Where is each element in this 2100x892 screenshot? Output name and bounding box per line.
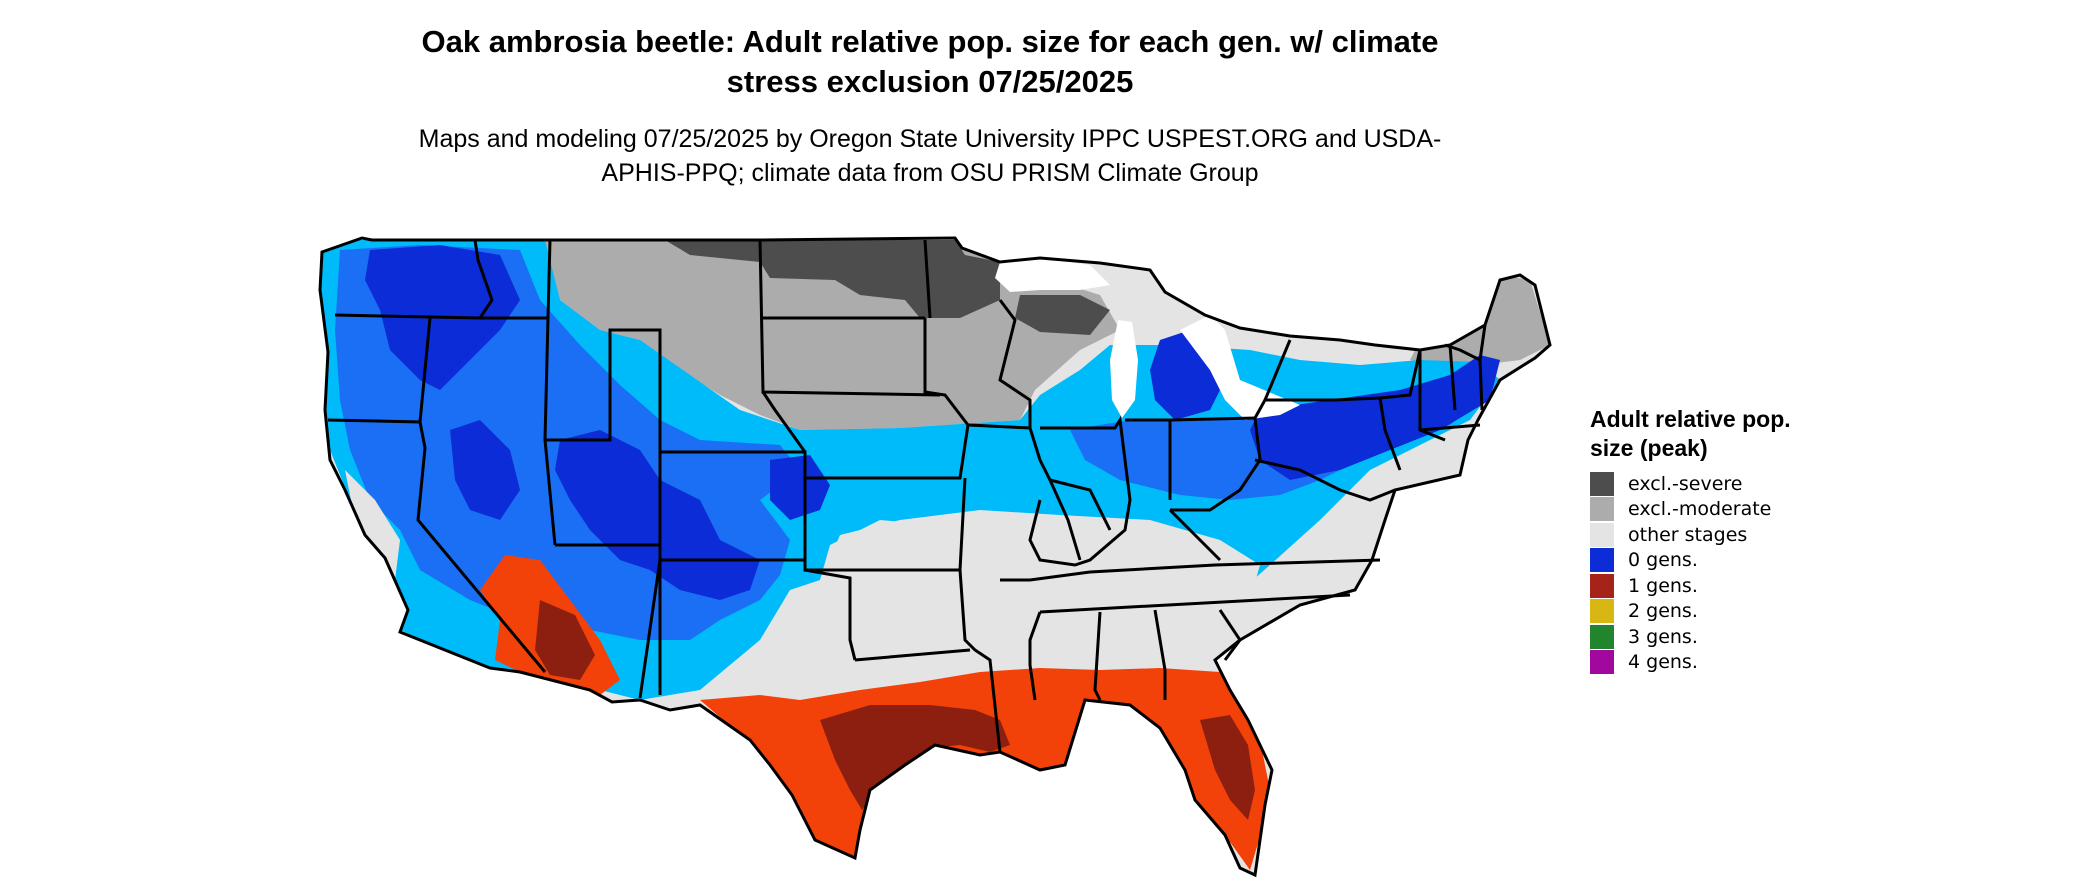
- legend-label: excl.-moderate: [1628, 498, 1772, 521]
- lake-superior: [995, 258, 1110, 292]
- map-subtitle: Maps and modeling 07/25/2025 by Oregon S…: [418, 125, 1442, 187]
- zone-0-gens-2: [555, 430, 760, 600]
- legend-title: Adult relative pop. size (peak): [1590, 406, 1791, 461]
- legend-swatch: [1590, 522, 1614, 547]
- legend-item: 4 gens.: [1590, 650, 1850, 676]
- legend-label: 3 gens.: [1628, 625, 1698, 648]
- zone-other-west: [345, 470, 400, 580]
- legend-label: 1 gens.: [1628, 574, 1698, 597]
- legend-label: other stages: [1628, 523, 1748, 546]
- zone-0-gens-4: [1250, 355, 1500, 480]
- legend-swatch: [1590, 650, 1614, 675]
- legend-item: 1 gens.: [1590, 573, 1850, 599]
- zone-excl-severe-2: [1015, 295, 1110, 335]
- state-borders: [318, 236, 1552, 878]
- legend-swatch: [1590, 599, 1614, 624]
- legend-item: 0 gens.: [1590, 548, 1850, 574]
- legend-swatch: [1590, 497, 1614, 522]
- legend-rows: excl.-severe excl.-moderate other stages 0 …: [1590, 471, 1850, 675]
- legend-label: 2 gens.: [1628, 600, 1698, 623]
- legend-item: excl.-moderate: [1590, 497, 1850, 523]
- us-map: [318, 236, 1552, 878]
- legend-swatch: [1590, 624, 1614, 649]
- legend-swatch: [1590, 471, 1614, 496]
- zone-other-south: [790, 510, 1260, 700]
- legend-item: excl.-severe: [1590, 471, 1850, 497]
- zone-0-gens-6: [450, 420, 520, 520]
- legend-label: 0 gens.: [1628, 549, 1698, 572]
- zone-1-gens-dark-fl: [1200, 715, 1255, 820]
- zone-0-gens-5: [770, 455, 830, 520]
- legend-swatch: [1590, 548, 1614, 573]
- legend-label: 4 gens.: [1628, 651, 1698, 674]
- zone-1-gens-az-dark: [535, 600, 595, 680]
- map-legend: Adult relative pop. size (peak) excl.-se…: [1590, 405, 1850, 675]
- legend-item: 3 gens.: [1590, 624, 1850, 650]
- lake-huron-erie: [1180, 315, 1300, 420]
- map-title: Oak ambrosia beetle: Adult relative pop.…: [421, 24, 1439, 99]
- legend-item: 2 gens.: [1590, 599, 1850, 625]
- lake-michigan: [1110, 320, 1138, 418]
- legend-swatch: [1590, 573, 1614, 598]
- zone-excl-severe: [665, 240, 1000, 318]
- legend-item: other stages: [1590, 522, 1850, 548]
- legend-label: excl.-severe: [1628, 472, 1743, 495]
